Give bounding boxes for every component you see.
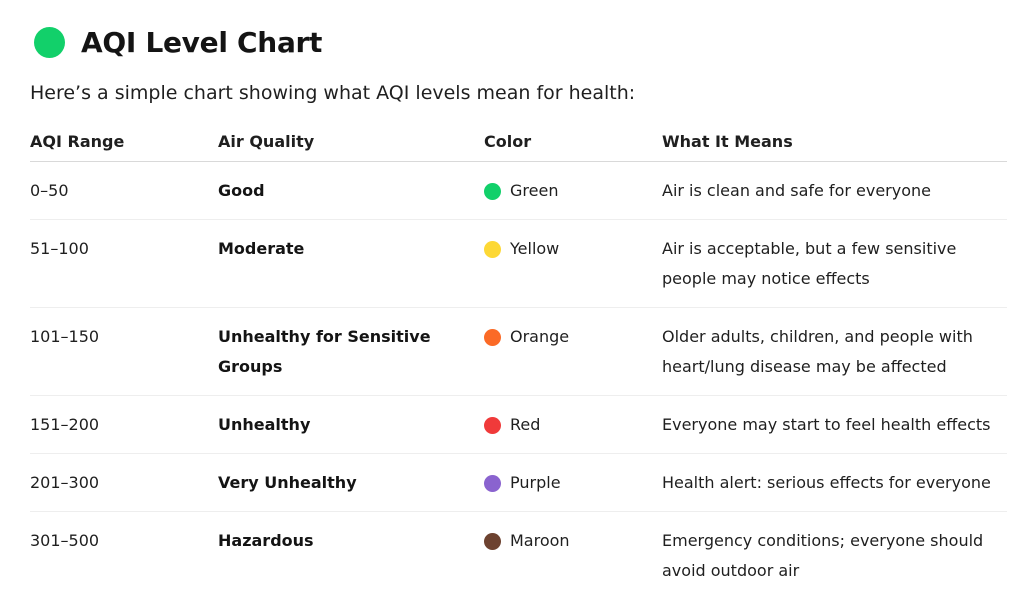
intro-text: Here’s a simple chart showing what AQI l… bbox=[30, 82, 635, 104]
page-heading: AQI Level Chart bbox=[34, 22, 322, 62]
color-swatch-icon bbox=[484, 475, 501, 492]
meaning-cell: Everyone may start to feel health effect… bbox=[662, 396, 1007, 454]
color-cell: Yellow bbox=[484, 220, 662, 308]
air-quality-cell: Good bbox=[218, 162, 484, 220]
air-quality-cell: Hazardous bbox=[218, 512, 484, 599]
color-cell: Purple bbox=[484, 454, 662, 512]
green-circle-icon bbox=[34, 27, 65, 58]
color-cell: Green bbox=[484, 162, 662, 220]
aqi-range-cell: 51–100 bbox=[30, 220, 218, 308]
aqi-range-cell: 101–150 bbox=[30, 308, 218, 396]
meaning-cell: Emergency conditions; everyone should av… bbox=[662, 512, 1007, 599]
air-quality-cell: Unhealthy bbox=[218, 396, 484, 454]
table-row: 0–50 Good Green Air is clean and safe fo… bbox=[30, 162, 1007, 220]
meaning-cell: Air is clean and safe for everyone bbox=[662, 162, 1007, 220]
color-swatch-icon bbox=[484, 329, 501, 346]
color-cell: Orange bbox=[484, 308, 662, 396]
table-row: 101–150 Unhealthy for Sensitive Groups O… bbox=[30, 308, 1007, 396]
table-header-row: AQI Range Air Quality Color What It Mean… bbox=[30, 122, 1007, 162]
meaning-cell: Health alert: serious effects for everyo… bbox=[662, 454, 1007, 512]
air-quality-cell: Unhealthy for Sensitive Groups bbox=[218, 308, 484, 396]
aqi-range-cell: 201–300 bbox=[30, 454, 218, 512]
header-what-it-means: What It Means bbox=[662, 122, 1007, 162]
aqi-range-cell: 0–50 bbox=[30, 162, 218, 220]
color-swatch-icon bbox=[484, 533, 501, 550]
color-swatch-icon bbox=[484, 183, 501, 200]
meaning-cell: Older adults, children, and people with … bbox=[662, 308, 1007, 396]
color-cell: Red bbox=[484, 396, 662, 454]
header-aqi-range: AQI Range bbox=[30, 122, 218, 162]
aqi-table: AQI Range Air Quality Color What It Mean… bbox=[30, 122, 1007, 599]
color-name: Yellow bbox=[510, 234, 559, 264]
color-swatch-icon bbox=[484, 417, 501, 434]
header-air-quality: Air Quality bbox=[218, 122, 484, 162]
color-name: Green bbox=[510, 176, 558, 206]
table-row: 151–200 Unhealthy Red Everyone may start… bbox=[30, 396, 1007, 454]
aqi-range-cell: 301–500 bbox=[30, 512, 218, 599]
color-name: Purple bbox=[510, 468, 561, 498]
color-name: Red bbox=[510, 410, 540, 440]
table-row: 51–100 Moderate Yellow Air is acceptable… bbox=[30, 220, 1007, 308]
header-color: Color bbox=[484, 122, 662, 162]
table-row: 301–500 Hazardous Maroon Emergency condi… bbox=[30, 512, 1007, 599]
color-cell: Maroon bbox=[484, 512, 662, 599]
table-row: 201–300 Very Unhealthy Purple Health ale… bbox=[30, 454, 1007, 512]
color-name: Orange bbox=[510, 322, 569, 352]
page-title: AQI Level Chart bbox=[81, 26, 322, 59]
aqi-range-cell: 151–200 bbox=[30, 396, 218, 454]
air-quality-cell: Moderate bbox=[218, 220, 484, 308]
air-quality-cell: Very Unhealthy bbox=[218, 454, 484, 512]
color-swatch-icon bbox=[484, 241, 501, 258]
color-name: Maroon bbox=[510, 526, 570, 556]
meaning-cell: Air is acceptable, but a few sensitive p… bbox=[662, 220, 1007, 308]
